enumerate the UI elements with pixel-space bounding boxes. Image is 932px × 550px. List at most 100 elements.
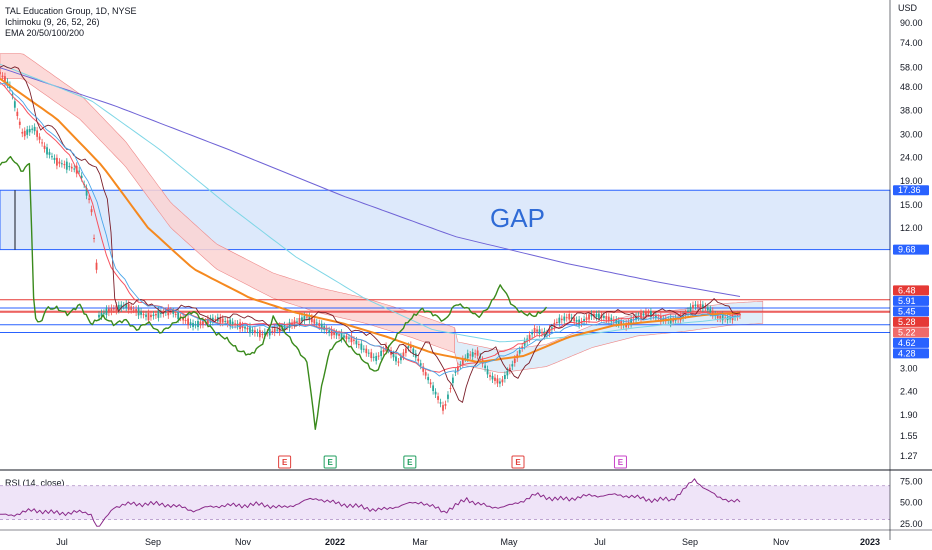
earnings-marker[interactable] bbox=[511, 455, 525, 469]
candle[interactable] bbox=[709, 309, 712, 313]
candle[interactable] bbox=[202, 320, 204, 325]
candle[interactable] bbox=[427, 377, 430, 381]
candle[interactable] bbox=[95, 262, 98, 270]
candle[interactable] bbox=[692, 305, 694, 309]
candle[interactable] bbox=[157, 310, 160, 318]
candle[interactable] bbox=[100, 312, 103, 317]
candle[interactable] bbox=[63, 164, 66, 166]
candle[interactable] bbox=[150, 314, 152, 318]
candle[interactable] bbox=[531, 332, 534, 335]
candle[interactable] bbox=[640, 312, 642, 319]
candle[interactable] bbox=[697, 304, 699, 308]
candle[interactable] bbox=[313, 319, 316, 324]
candle[interactable] bbox=[560, 318, 563, 321]
candle[interactable] bbox=[602, 315, 605, 318]
candle[interactable] bbox=[682, 315, 684, 319]
candle[interactable] bbox=[551, 327, 553, 329]
candle[interactable] bbox=[503, 374, 506, 379]
candle[interactable] bbox=[197, 320, 199, 328]
candle[interactable] bbox=[187, 318, 189, 326]
candle[interactable] bbox=[494, 377, 496, 381]
candle[interactable] bbox=[546, 333, 548, 335]
candle[interactable] bbox=[370, 352, 373, 359]
candle[interactable] bbox=[454, 371, 457, 373]
candle[interactable] bbox=[486, 369, 489, 375]
candle[interactable] bbox=[271, 331, 274, 333]
candle[interactable] bbox=[687, 310, 689, 313]
candle[interactable] bbox=[56, 157, 58, 166]
candle[interactable] bbox=[137, 308, 140, 316]
candle[interactable] bbox=[345, 335, 348, 339]
candle[interactable] bbox=[41, 142, 43, 144]
candle[interactable] bbox=[48, 152, 51, 155]
candle[interactable] bbox=[382, 349, 385, 352]
candle[interactable] bbox=[459, 364, 462, 366]
candle[interactable] bbox=[630, 319, 633, 325]
candle[interactable] bbox=[578, 319, 581, 325]
candle[interactable] bbox=[699, 304, 702, 309]
candle[interactable] bbox=[409, 344, 412, 348]
earnings-marker[interactable] bbox=[613, 455, 627, 469]
candle[interactable] bbox=[36, 130, 39, 137]
candle[interactable] bbox=[355, 340, 358, 345]
candle[interactable] bbox=[60, 163, 63, 165]
candle[interactable] bbox=[365, 348, 368, 354]
candle[interactable] bbox=[689, 306, 692, 312]
price-tag[interactable] bbox=[893, 244, 929, 255]
earnings-marker[interactable] bbox=[323, 455, 337, 469]
candle[interactable] bbox=[496, 378, 499, 384]
candle[interactable] bbox=[172, 310, 175, 314]
candle[interactable] bbox=[360, 343, 363, 350]
candle[interactable] bbox=[499, 381, 501, 384]
candle[interactable] bbox=[694, 304, 697, 307]
candle[interactable] bbox=[444, 404, 447, 406]
candle[interactable] bbox=[254, 330, 256, 334]
candle[interactable] bbox=[140, 311, 142, 315]
candle[interactable] bbox=[291, 322, 293, 326]
candle[interactable] bbox=[340, 332, 343, 339]
candle[interactable] bbox=[513, 358, 516, 364]
candle[interactable] bbox=[110, 307, 113, 312]
candle[interactable] bbox=[647, 312, 650, 314]
candle[interactable] bbox=[70, 166, 73, 169]
candle[interactable] bbox=[296, 321, 298, 323]
candle[interactable] bbox=[419, 363, 422, 366]
candle[interactable] bbox=[256, 332, 259, 334]
candle[interactable] bbox=[298, 318, 301, 323]
candle[interactable] bbox=[23, 130, 26, 137]
candle[interactable] bbox=[85, 187, 88, 196]
candle[interactable] bbox=[234, 323, 237, 325]
candle[interactable] bbox=[610, 317, 613, 322]
candle[interactable] bbox=[18, 121, 21, 125]
candle[interactable] bbox=[523, 340, 526, 346]
candle[interactable] bbox=[469, 354, 472, 356]
candle[interactable] bbox=[404, 348, 407, 354]
candle[interactable] bbox=[719, 315, 722, 319]
candle[interactable] bbox=[268, 328, 271, 336]
candle[interactable] bbox=[211, 317, 214, 322]
legend-rsi[interactable]: RSI (14, close) bbox=[5, 478, 65, 488]
price-tag[interactable] bbox=[893, 327, 929, 338]
candle[interactable] bbox=[452, 377, 454, 384]
candle[interactable] bbox=[449, 387, 452, 390]
price-tag[interactable] bbox=[893, 348, 929, 359]
candle[interactable] bbox=[464, 357, 467, 359]
candle[interactable] bbox=[432, 385, 435, 391]
legend-ichimoku[interactable]: Ichimoku (9, 26, 52, 26) bbox=[5, 17, 100, 27]
candle[interactable] bbox=[263, 331, 266, 336]
candle[interactable] bbox=[103, 312, 105, 314]
candle[interactable] bbox=[669, 317, 672, 324]
candle[interactable] bbox=[130, 306, 133, 311]
candle[interactable] bbox=[375, 356, 378, 361]
candle[interactable] bbox=[392, 354, 395, 358]
candle[interactable] bbox=[642, 313, 645, 316]
candle[interactable] bbox=[635, 315, 637, 320]
candle[interactable] bbox=[541, 331, 543, 334]
candle[interactable] bbox=[417, 358, 420, 362]
candle[interactable] bbox=[437, 396, 439, 400]
candle[interactable] bbox=[343, 335, 345, 338]
candle[interactable] bbox=[585, 317, 588, 320]
candle[interactable] bbox=[31, 128, 34, 130]
candle[interactable] bbox=[221, 318, 224, 323]
candle[interactable] bbox=[155, 313, 157, 316]
